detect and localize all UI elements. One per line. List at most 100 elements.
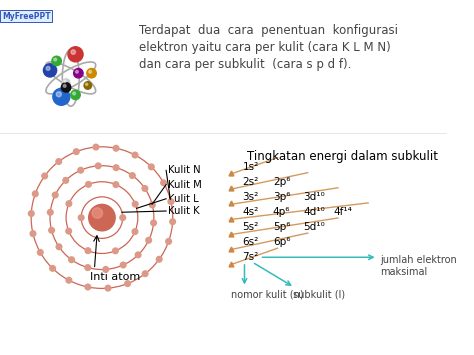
Text: Kulit L: Kulit L [168, 194, 199, 204]
Text: 3p⁶: 3p⁶ [273, 192, 290, 202]
Circle shape [66, 228, 72, 234]
Circle shape [168, 199, 174, 204]
Circle shape [92, 208, 102, 218]
Circle shape [113, 182, 119, 187]
Circle shape [156, 256, 162, 262]
Text: Kulit M: Kulit M [168, 180, 202, 190]
Circle shape [68, 47, 83, 62]
Circle shape [63, 84, 66, 87]
Circle shape [103, 267, 109, 272]
Circle shape [84, 82, 91, 89]
Circle shape [86, 181, 91, 187]
Circle shape [75, 70, 78, 73]
Circle shape [85, 248, 91, 253]
Circle shape [87, 69, 96, 78]
Circle shape [142, 186, 148, 191]
Text: 6p⁶: 6p⁶ [273, 237, 290, 247]
Text: 4d¹⁰: 4d¹⁰ [303, 207, 325, 217]
Circle shape [46, 66, 50, 70]
Circle shape [54, 58, 56, 61]
Circle shape [56, 159, 62, 164]
Circle shape [149, 202, 155, 208]
Text: Kulit N: Kulit N [168, 165, 201, 175]
Circle shape [166, 239, 172, 244]
Text: 1s²: 1s² [243, 162, 259, 172]
Circle shape [42, 173, 47, 179]
Circle shape [120, 215, 126, 220]
Circle shape [78, 168, 83, 173]
Circle shape [63, 178, 69, 183]
Circle shape [135, 252, 141, 258]
Circle shape [151, 220, 156, 226]
Circle shape [105, 285, 111, 291]
Text: MyFreePPT: MyFreePPT [2, 12, 51, 21]
Circle shape [28, 211, 34, 217]
Text: 4f¹⁴: 4f¹⁴ [333, 207, 352, 217]
Text: Inti atom: Inti atom [90, 272, 140, 282]
Circle shape [53, 192, 58, 198]
Text: 5s²: 5s² [243, 222, 259, 232]
Circle shape [56, 92, 61, 97]
Circle shape [64, 80, 66, 83]
Text: 6s²: 6s² [243, 237, 259, 247]
Text: 2s²: 2s² [243, 177, 259, 187]
Circle shape [62, 79, 70, 86]
Circle shape [71, 50, 75, 54]
Circle shape [120, 262, 126, 268]
Text: nomor kulit (n): nomor kulit (n) [231, 289, 304, 299]
Text: subkulit (l): subkulit (l) [292, 289, 345, 299]
Circle shape [113, 146, 119, 151]
Circle shape [52, 56, 61, 66]
Circle shape [132, 201, 138, 207]
Text: 3s²: 3s² [243, 192, 259, 202]
Circle shape [73, 69, 83, 78]
Circle shape [85, 284, 91, 290]
Text: dan cara per subkulit  (cara s p d f).: dan cara per subkulit (cara s p d f). [139, 58, 351, 71]
Circle shape [66, 277, 72, 283]
Text: 3d¹⁰: 3d¹⁰ [303, 192, 325, 202]
Circle shape [113, 248, 118, 254]
Circle shape [148, 164, 154, 170]
Circle shape [89, 204, 115, 231]
Circle shape [47, 209, 53, 215]
Circle shape [170, 219, 175, 224]
Text: 5p⁶: 5p⁶ [273, 222, 290, 232]
Circle shape [93, 144, 99, 150]
Text: Tingkatan energi dalam subkulit: Tingkatan energi dalam subkulit [247, 150, 438, 163]
Circle shape [56, 244, 62, 250]
Text: elektron yaitu cara per kulit (cara K L M N): elektron yaitu cara per kulit (cara K L … [139, 41, 391, 54]
Text: 7s²: 7s² [243, 252, 259, 262]
Text: 4p⁶: 4p⁶ [273, 207, 290, 217]
Circle shape [71, 90, 80, 100]
Circle shape [78, 215, 84, 220]
Circle shape [49, 228, 55, 233]
Circle shape [30, 231, 36, 236]
Circle shape [37, 250, 43, 255]
Circle shape [161, 180, 166, 186]
Circle shape [50, 266, 55, 271]
Circle shape [44, 64, 56, 77]
Text: Kulit K: Kulit K [168, 206, 200, 216]
Circle shape [142, 271, 148, 277]
Circle shape [66, 201, 72, 207]
Circle shape [69, 257, 74, 263]
Circle shape [129, 173, 135, 178]
Circle shape [113, 165, 119, 170]
Circle shape [85, 83, 88, 86]
Text: 2p⁶: 2p⁶ [273, 177, 290, 187]
Circle shape [61, 83, 71, 92]
Text: Terdapat  dua  cara  penentuan  konfigurasi: Terdapat dua cara penentuan konfigurasi [139, 24, 398, 37]
Circle shape [73, 149, 79, 154]
Circle shape [125, 281, 130, 286]
Circle shape [53, 88, 70, 105]
Circle shape [73, 92, 75, 95]
Circle shape [132, 229, 138, 234]
Circle shape [89, 70, 91, 73]
Circle shape [32, 191, 38, 197]
Text: jumlah elektron
maksimal: jumlah elektron maksimal [381, 255, 457, 277]
Text: 4s²: 4s² [243, 207, 259, 217]
Text: 5d¹⁰: 5d¹⁰ [303, 222, 325, 232]
Circle shape [132, 152, 138, 158]
Circle shape [85, 265, 91, 271]
Circle shape [95, 163, 101, 169]
